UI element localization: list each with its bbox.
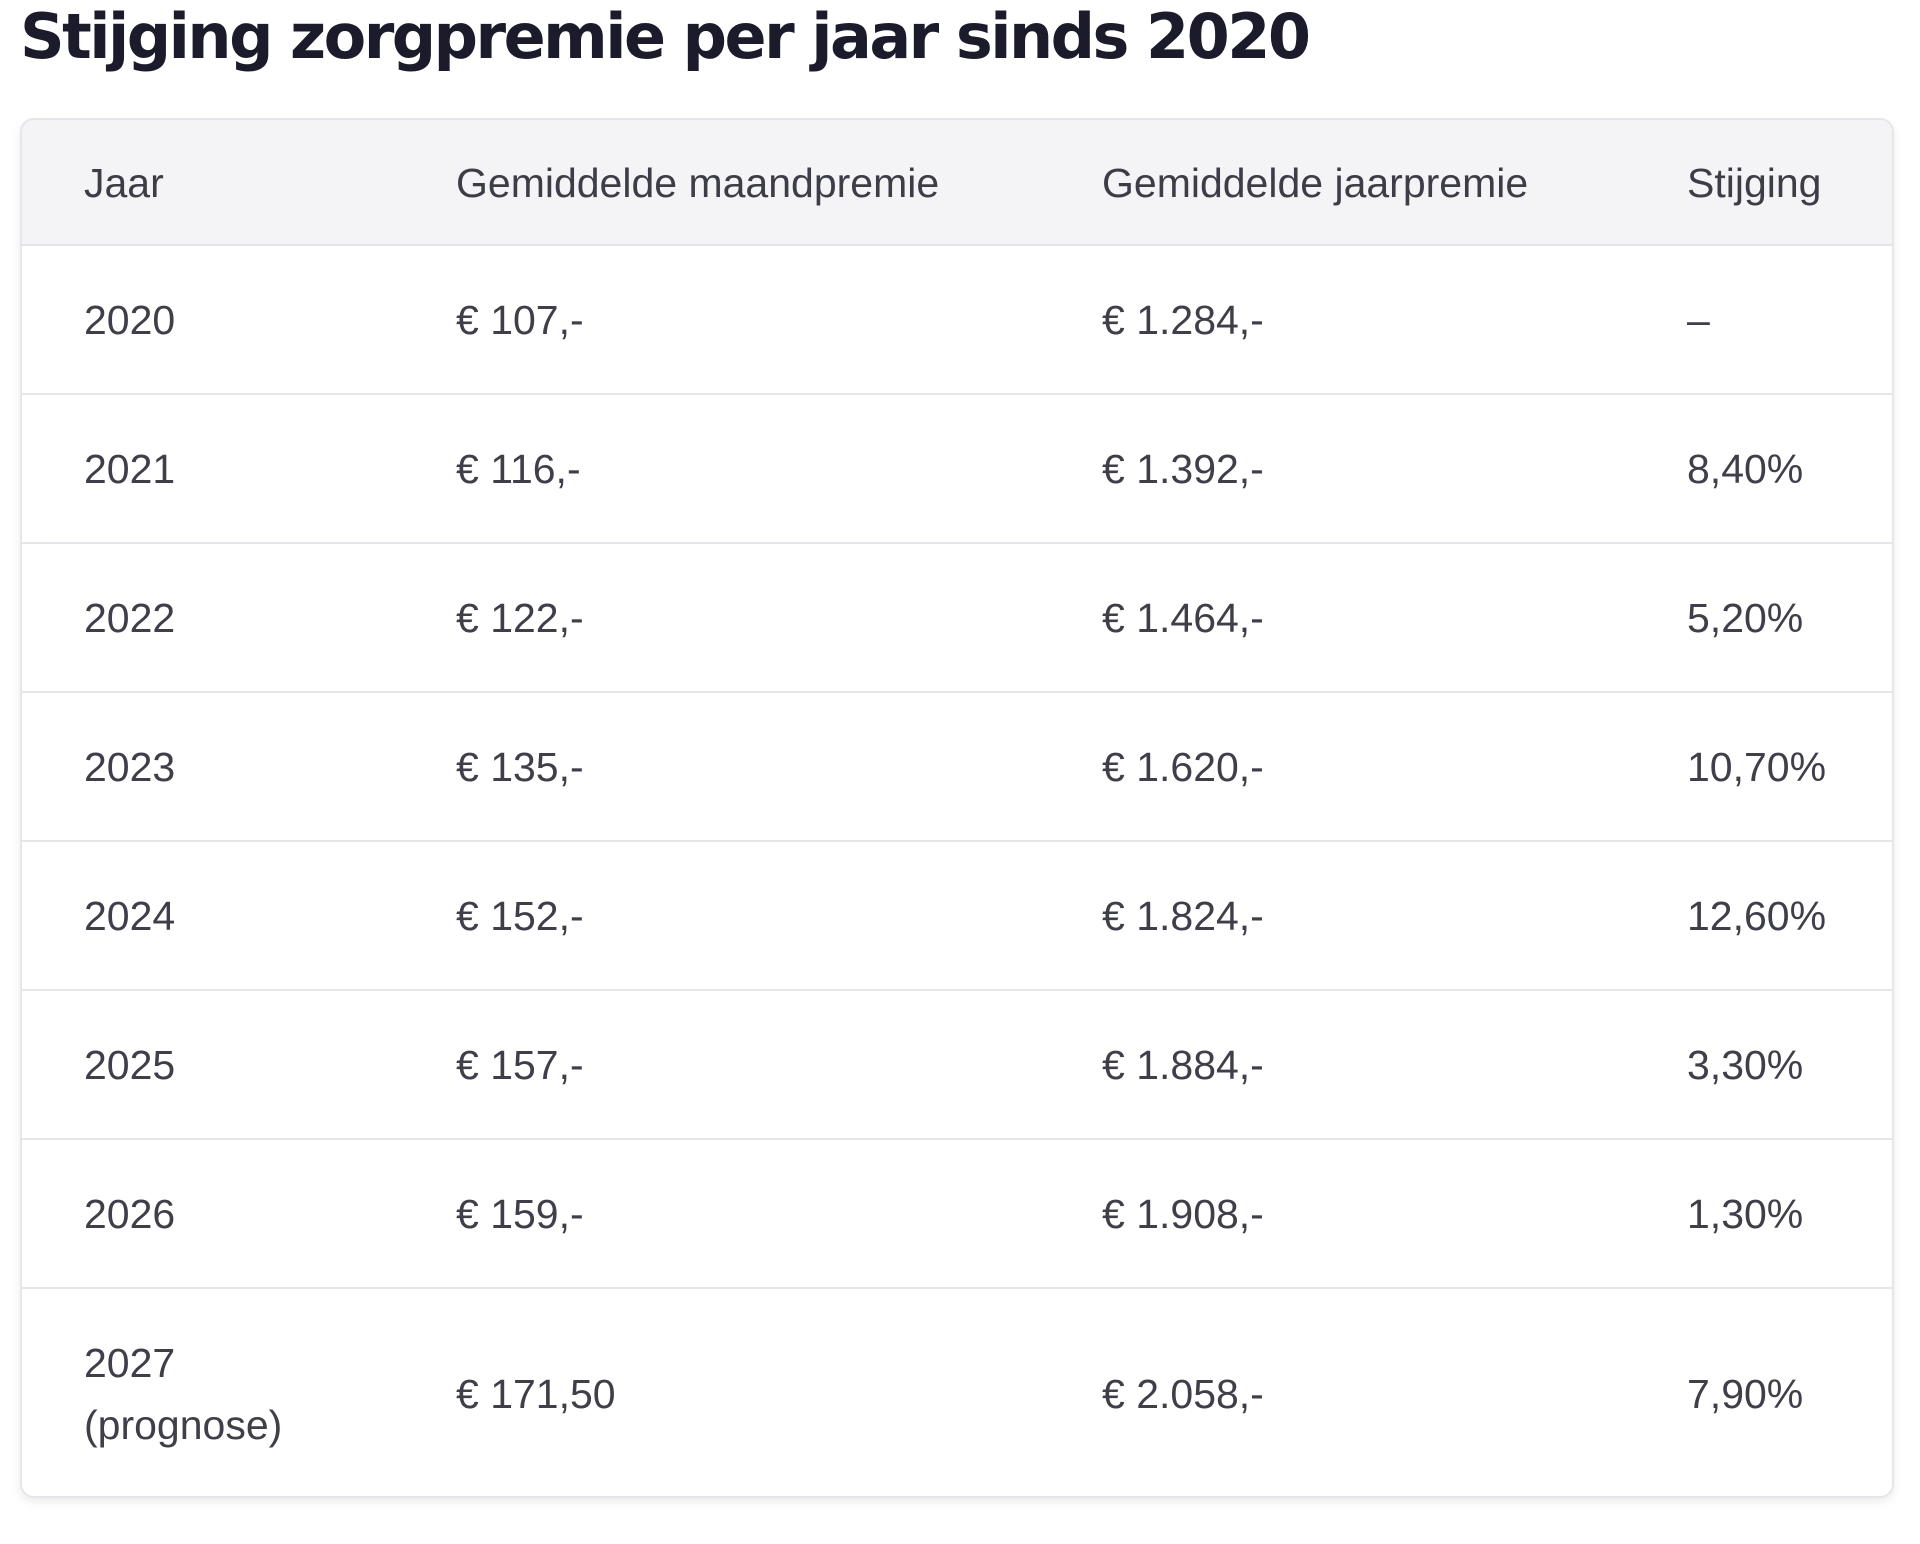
- premium-table: Jaar Gemiddelde maandpremie Gemiddelde j…: [20, 118, 1894, 1498]
- page-title: Stijging zorgpremie per jaar sinds 2020: [20, 0, 1311, 73]
- monthly-premium-cell: € 116,-: [456, 446, 581, 492]
- annual-premium-cell: € 1.392,-: [1102, 446, 1264, 492]
- table-row: 2023 € 135,- € 1.620,- 10,70%: [22, 693, 1892, 842]
- increase-cell: 12,60%: [1687, 893, 1827, 939]
- increase-cell: 8,40%: [1687, 446, 1804, 492]
- increase-cell: 7,90%: [1687, 1371, 1804, 1417]
- annual-premium-cell: € 2.058,-: [1102, 1371, 1264, 1417]
- year-note: (prognose): [84, 1402, 283, 1448]
- year-cell: 2025: [84, 1042, 176, 1088]
- header-year: Jaar: [84, 160, 164, 206]
- year-cell: 2023: [84, 744, 176, 790]
- annual-premium-cell: € 1.908,-: [1102, 1191, 1264, 1237]
- annual-premium-cell: € 1.824,-: [1102, 893, 1264, 939]
- year-cell: 2024: [84, 893, 176, 939]
- table-row: 2021 € 116,- € 1.392,- 8,40%: [22, 395, 1892, 544]
- monthly-premium-cell: € 159,-: [456, 1191, 584, 1237]
- table-row: 2020 € 107,- € 1.284,- –: [22, 246, 1892, 395]
- year-cell: 2022: [84, 595, 176, 641]
- annual-premium-cell: € 1.884,-: [1102, 1042, 1264, 1088]
- annual-premium-cell: € 1.464,-: [1102, 595, 1264, 641]
- annual-premium-cell: € 1.284,-: [1102, 297, 1264, 343]
- monthly-premium-cell: € 152,-: [456, 893, 584, 939]
- table-row: 2024 € 152,- € 1.824,- 12,60%: [22, 842, 1892, 991]
- table-row: 2025 € 157,- € 1.884,- 3,30%: [22, 991, 1892, 1140]
- monthly-premium-cell: € 157,-: [456, 1042, 584, 1088]
- header-increase: Stijging: [1687, 160, 1822, 206]
- annual-premium-cell: € 1.620,-: [1102, 744, 1264, 790]
- increase-cell: 3,30%: [1687, 1042, 1804, 1088]
- table-row: 2022 € 122,- € 1.464,- 5,20%: [22, 544, 1892, 693]
- monthly-premium-cell: € 135,-: [456, 744, 584, 790]
- header-monthly-premium: Gemiddelde maandpremie: [456, 160, 940, 206]
- header-annual-premium: Gemiddelde jaarpremie: [1102, 160, 1529, 206]
- increase-cell: 1,30%: [1687, 1191, 1804, 1237]
- increase-cell: –: [1687, 297, 1710, 343]
- table-row: 2026 € 159,- € 1.908,- 1,30%: [22, 1140, 1892, 1289]
- year-cell: 2027: [84, 1340, 176, 1386]
- increase-cell: 10,70%: [1687, 744, 1827, 790]
- year-cell: 2020: [84, 297, 176, 343]
- table-header: Jaar Gemiddelde maandpremie Gemiddelde j…: [22, 120, 1892, 246]
- year-cell: 2021: [84, 446, 176, 492]
- monthly-premium-cell: € 122,-: [456, 595, 584, 641]
- increase-cell: 5,20%: [1687, 595, 1804, 641]
- monthly-premium-cell: € 171,50: [456, 1371, 616, 1417]
- year-cell: 2026: [84, 1191, 176, 1237]
- monthly-premium-cell: € 107,-: [456, 297, 584, 343]
- table-row: 2027 (prognose) € 171,50 € 2.058,- 7,90%: [22, 1289, 1892, 1496]
